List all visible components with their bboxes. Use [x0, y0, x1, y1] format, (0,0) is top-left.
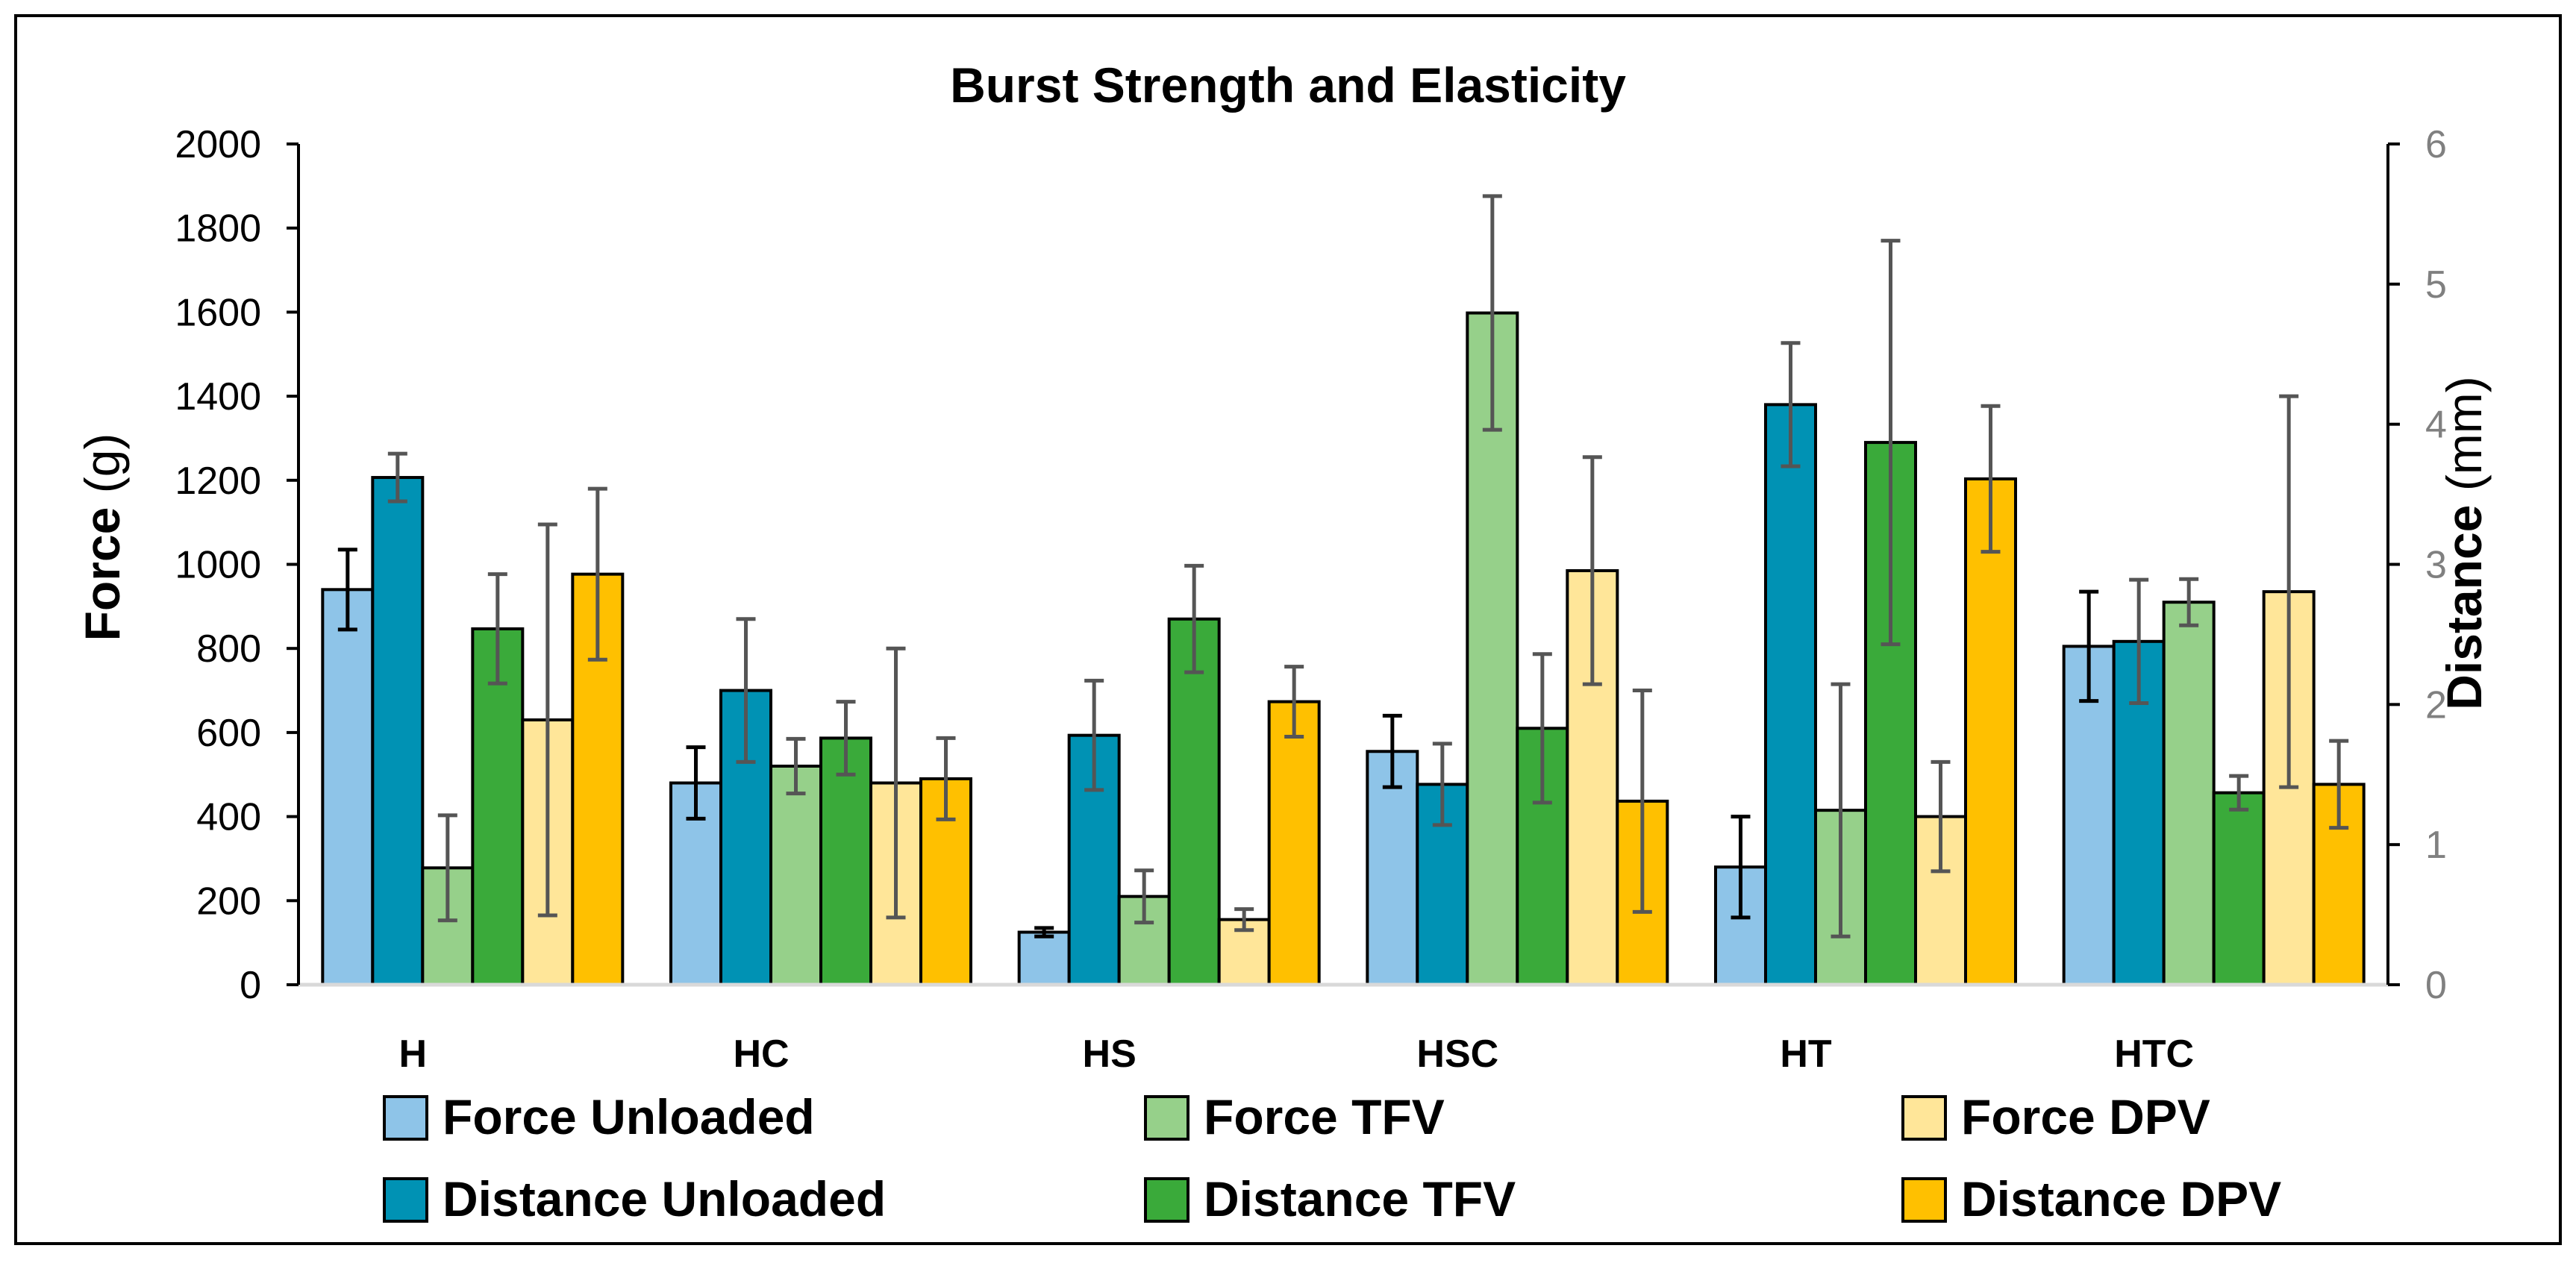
legend-label-distance-dpv: Distance DPV — [1961, 1171, 2281, 1226]
legend-label-force-unloaded: Force Unloaded — [443, 1089, 815, 1144]
y-left-tick-label: 1600 — [175, 291, 261, 334]
x-tick-label-hs: HS — [1083, 1032, 1137, 1076]
chart-border — [14, 14, 2562, 1245]
y-left-tick-label: 800 — [196, 627, 261, 671]
legend-label-force-tfv: Force TFV — [1204, 1089, 1445, 1144]
legend-swatch-force-unloaded — [383, 1095, 428, 1141]
bar-distance-unloaded-ht — [1764, 403, 1817, 986]
x-tick-label-h: H — [399, 1032, 428, 1076]
y-right-tick-label: 1 — [2425, 824, 2447, 867]
y-axis-left-label: Force — [75, 507, 130, 642]
legend-swatch-distance-unloaded — [383, 1177, 428, 1223]
y-left-tick-label: 400 — [196, 796, 261, 839]
error-bars-layer — [337, 194, 2349, 938]
y-right-tick-label: 2 — [2425, 683, 2447, 727]
y-left-tick-label: 0 — [240, 964, 261, 1007]
legend-swatch-force-tfv — [1144, 1095, 1189, 1141]
legend: Force Unloaded Force TFV Force DPV Distance… — [383, 1089, 2281, 1226]
y-left-tick-label: 1200 — [175, 460, 261, 503]
bar-force-tfv-htc — [2162, 601, 2216, 986]
legend-label-distance-tfv: Distance TFV — [1204, 1171, 1516, 1226]
x-tick-label-hsc: HSC — [1416, 1032, 1498, 1076]
legend-swatch-distance-dpv — [1901, 1177, 1947, 1223]
y-right-tick-label: 4 — [2425, 404, 2447, 447]
bar-distance-dpv-hs — [1267, 700, 1321, 986]
x-tick-label-hc: HC — [733, 1032, 789, 1076]
y-right-tick-label: 3 — [2425, 544, 2447, 587]
y-left-tick-label: 1800 — [175, 207, 261, 251]
bar-force-unloaded-h — [321, 588, 375, 986]
y-left-tick-label: 600 — [196, 712, 261, 755]
y-left-tick-label: 1400 — [175, 375, 261, 419]
chart-title: Burst Strength and Elasticity — [950, 57, 1626, 113]
y-axis-right-unit: (mm) — [2436, 376, 2492, 491]
y-axis-left-title: Force (g) — [75, 433, 130, 642]
bar-force-unloaded-hs — [1017, 930, 1071, 986]
bar-distance-tfv-htc — [2212, 791, 2266, 986]
bar-distance-unloaded-h — [371, 476, 425, 986]
legend-label-distance-unloaded: Distance Unloaded — [443, 1171, 886, 1226]
y-left-tick-label: 2000 — [175, 123, 261, 166]
y-axis-right-label: Distance — [2436, 505, 2492, 710]
y-right-tick-label: 0 — [2425, 964, 2447, 1007]
y-axis-left-unit: (g) — [75, 433, 130, 494]
bar-distance-dpv-ht — [1964, 477, 2017, 986]
x-tick-label-htc: HTC — [2114, 1032, 2194, 1076]
bar-force-tfv-hc — [769, 764, 822, 986]
legend-swatch-distance-tfv — [1144, 1177, 1189, 1223]
y-left-tick-label: 200 — [196, 880, 261, 923]
axes-layer: 0 200 400 600 800 1000 1200 1400 1600 1800 2000 0 1 2… — [175, 123, 2447, 1076]
y-left-tick-label: 1000 — [175, 544, 261, 587]
y-right-tick-label: 6 — [2425, 123, 2447, 166]
x-tick-label-ht: HT — [1780, 1032, 1832, 1076]
y-axis-right-title: Distance (mm) — [2436, 376, 2492, 710]
y-right-tick-label: 5 — [2425, 263, 2447, 307]
legend-label-force-dpv: Force DPV — [1961, 1089, 2210, 1144]
legend-swatch-force-dpv — [1901, 1095, 1947, 1141]
